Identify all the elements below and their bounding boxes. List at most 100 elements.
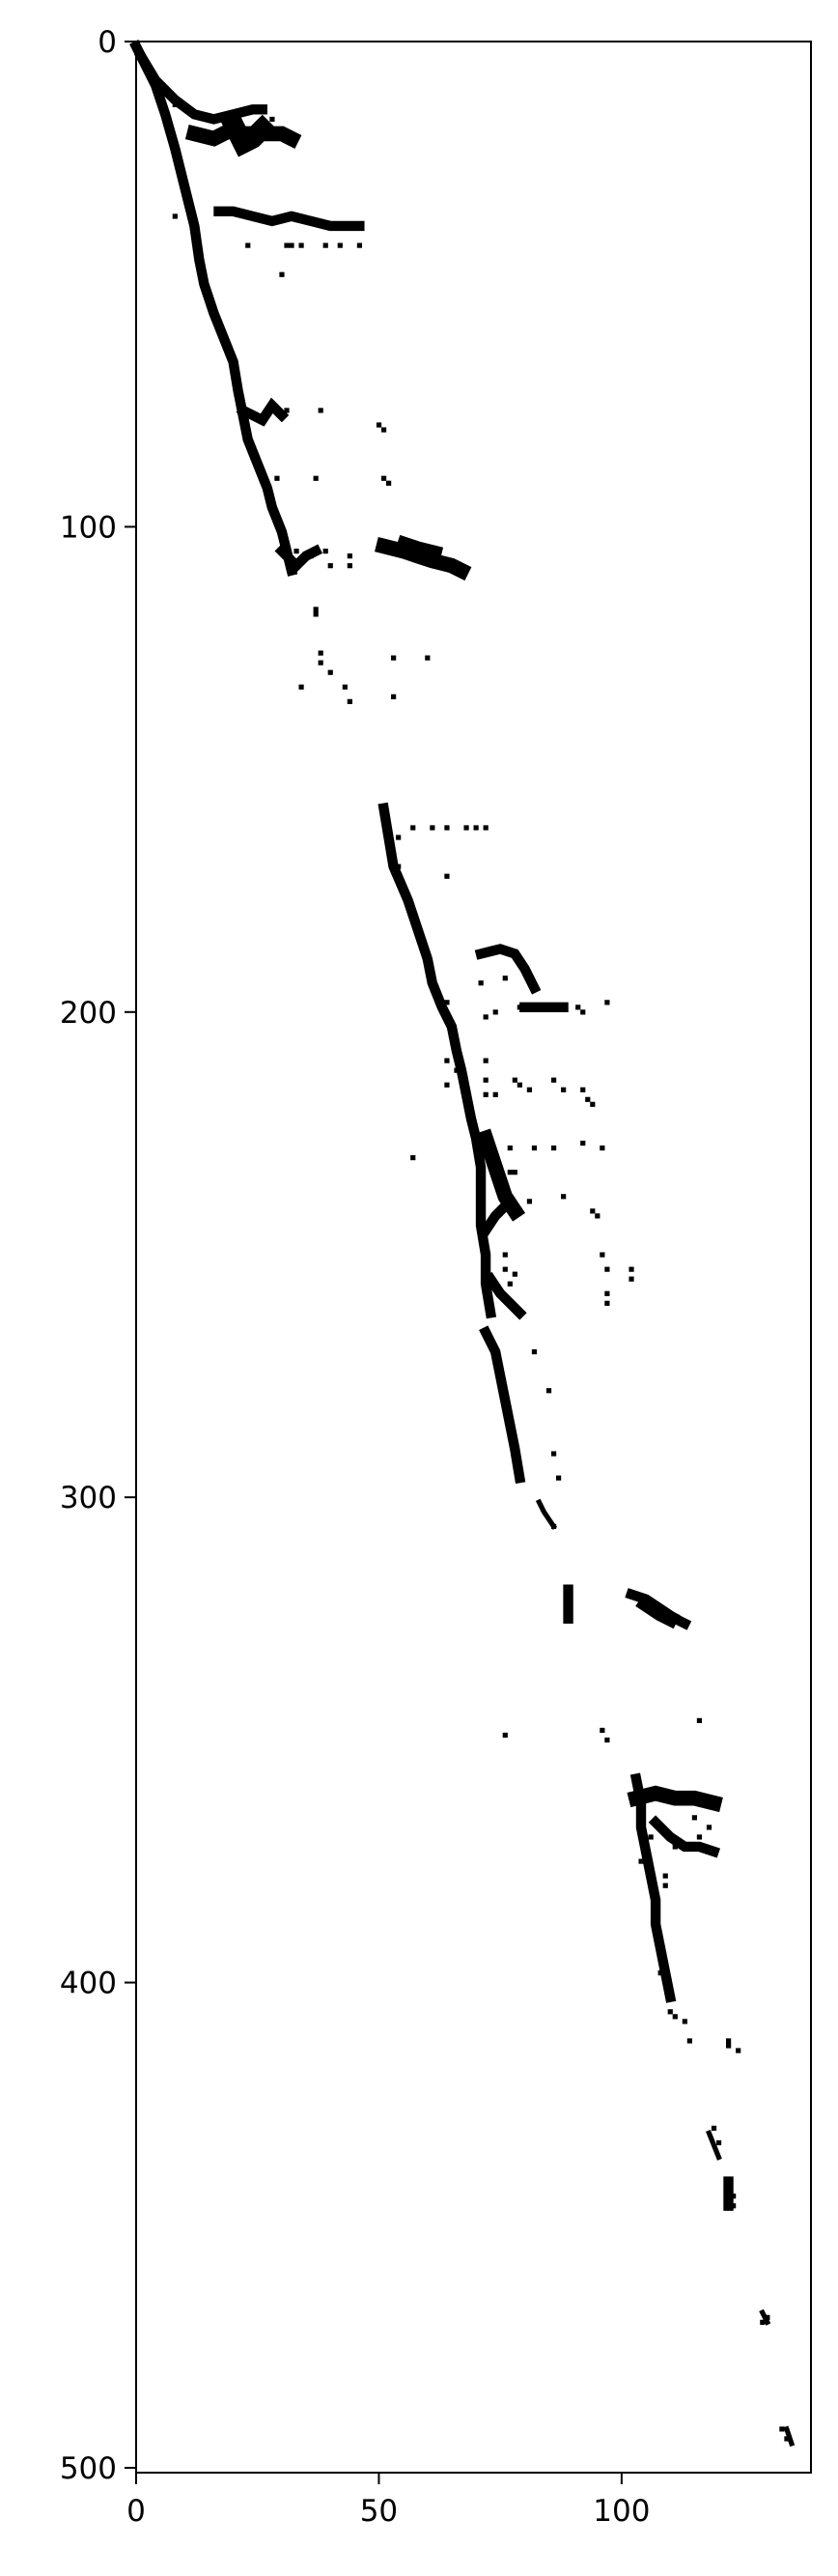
pixel-point — [648, 1834, 654, 1840]
pixel-point — [662, 1873, 668, 1879]
pixel-point — [731, 2203, 737, 2209]
pixel-point — [337, 242, 343, 248]
pixel-point — [483, 825, 489, 831]
pixel-point — [550, 1145, 557, 1151]
pixel-point — [517, 1082, 522, 1088]
pixel-point — [410, 1155, 416, 1161]
pixel-point — [604, 1266, 610, 1272]
pixel-point — [628, 1276, 634, 1282]
pixel-point — [313, 475, 319, 481]
pixel-point — [512, 1077, 517, 1083]
pixel-stroke — [629, 1772, 677, 2003]
pixel-point — [444, 873, 450, 879]
pixel-point — [502, 1266, 508, 1272]
pixel-point — [327, 563, 333, 569]
pixel-stroke — [706, 2129, 722, 2161]
pixel-point — [347, 698, 352, 704]
pixel-point — [731, 2194, 737, 2199]
pixel-point — [628, 1266, 634, 1272]
pixel-point — [556, 1475, 562, 1481]
pixel-point — [293, 549, 299, 554]
pixel-stroke — [213, 206, 365, 232]
pixel-point — [550, 1451, 557, 1457]
pixel-point — [245, 242, 251, 248]
pixel-point — [512, 1271, 517, 1277]
pixel-point — [318, 650, 323, 656]
pixel-point — [638, 1834, 644, 1840]
pixel-point — [322, 242, 328, 248]
pixel-point — [483, 1077, 489, 1083]
plot-area — [129, 40, 796, 2448]
pixel-point — [488, 1145, 493, 1151]
y-tick-label: 200 — [60, 996, 117, 1031]
pixel-stroke — [375, 537, 472, 581]
pixel-point — [492, 1009, 498, 1015]
pixel-point — [347, 563, 352, 569]
pixel-stroke — [236, 397, 290, 427]
pixel-point — [507, 1170, 513, 1175]
pixel-point — [396, 835, 402, 840]
pixel-point — [657, 1970, 663, 1976]
pixel-point — [279, 271, 285, 277]
pixel-point — [711, 1849, 717, 1854]
pixel-point — [454, 1067, 460, 1073]
pixel-point — [376, 422, 382, 428]
pixel-point — [561, 1087, 567, 1092]
pixel-point — [327, 669, 333, 675]
pixel-point — [604, 1737, 610, 1743]
pixel-point — [507, 1281, 513, 1287]
pixel-point — [502, 976, 508, 981]
pixel-point — [483, 1014, 489, 1020]
pixel-stroke — [476, 1128, 526, 1222]
pixel-point — [580, 1087, 586, 1092]
pixel-point — [425, 655, 431, 661]
y-tick-label: 300 — [60, 1481, 117, 1515]
pixel-point — [531, 1348, 538, 1355]
pixel-point — [473, 825, 479, 831]
y-tick-label: 400 — [60, 1967, 117, 2001]
pixel-stroke — [783, 2425, 796, 2448]
pixel-point — [691, 1815, 698, 1821]
pixel-point — [711, 2125, 717, 2131]
pixel-point — [298, 684, 304, 690]
pixel-point — [667, 2009, 673, 2015]
x-tick-label: 100 — [593, 2494, 650, 2529]
pixel-point — [550, 1077, 557, 1083]
pixel-point — [760, 2319, 766, 2325]
y-axis: 0 100 200 300 400 500 — [60, 25, 136, 2486]
pixel-point — [604, 1000, 610, 1005]
pixel-point — [561, 1194, 567, 1200]
y-tick-label: 500 — [60, 2451, 117, 2486]
pixel-point — [313, 611, 319, 617]
pixel-point — [444, 1058, 450, 1063]
pixel-point — [507, 1145, 513, 1151]
pixel-point — [672, 2014, 678, 2020]
pixel-point — [444, 1082, 450, 1088]
pixel-point — [385, 480, 392, 486]
pixel-point — [686, 2038, 692, 2044]
pixel-point — [590, 1208, 596, 1214]
pixel-point — [696, 1717, 703, 1723]
pixel-stroke — [377, 802, 497, 1319]
pixel-point — [342, 684, 348, 690]
pixel-point — [172, 213, 178, 219]
pixel-point — [662, 1829, 668, 1835]
pixel-stroke — [474, 944, 542, 995]
pixel-point — [638, 1858, 644, 1864]
x-tick-label: 0 — [126, 2494, 146, 2529]
pixel-point — [600, 1727, 605, 1734]
pixel-point — [391, 655, 397, 661]
pixel-point — [662, 1882, 668, 1888]
pixel-point — [444, 1000, 450, 1005]
pixel-stroke — [478, 1199, 513, 1238]
pixel-point — [715, 2139, 722, 2146]
pixel-point — [672, 1844, 678, 1850]
pixel-point — [779, 2426, 785, 2432]
pixel-point — [391, 854, 397, 860]
pixel-point — [604, 1290, 610, 1296]
pixel-point — [726, 2038, 732, 2044]
pixel-point — [289, 242, 294, 248]
pixel-point — [545, 1388, 552, 1394]
pixel-point — [580, 1009, 586, 1015]
